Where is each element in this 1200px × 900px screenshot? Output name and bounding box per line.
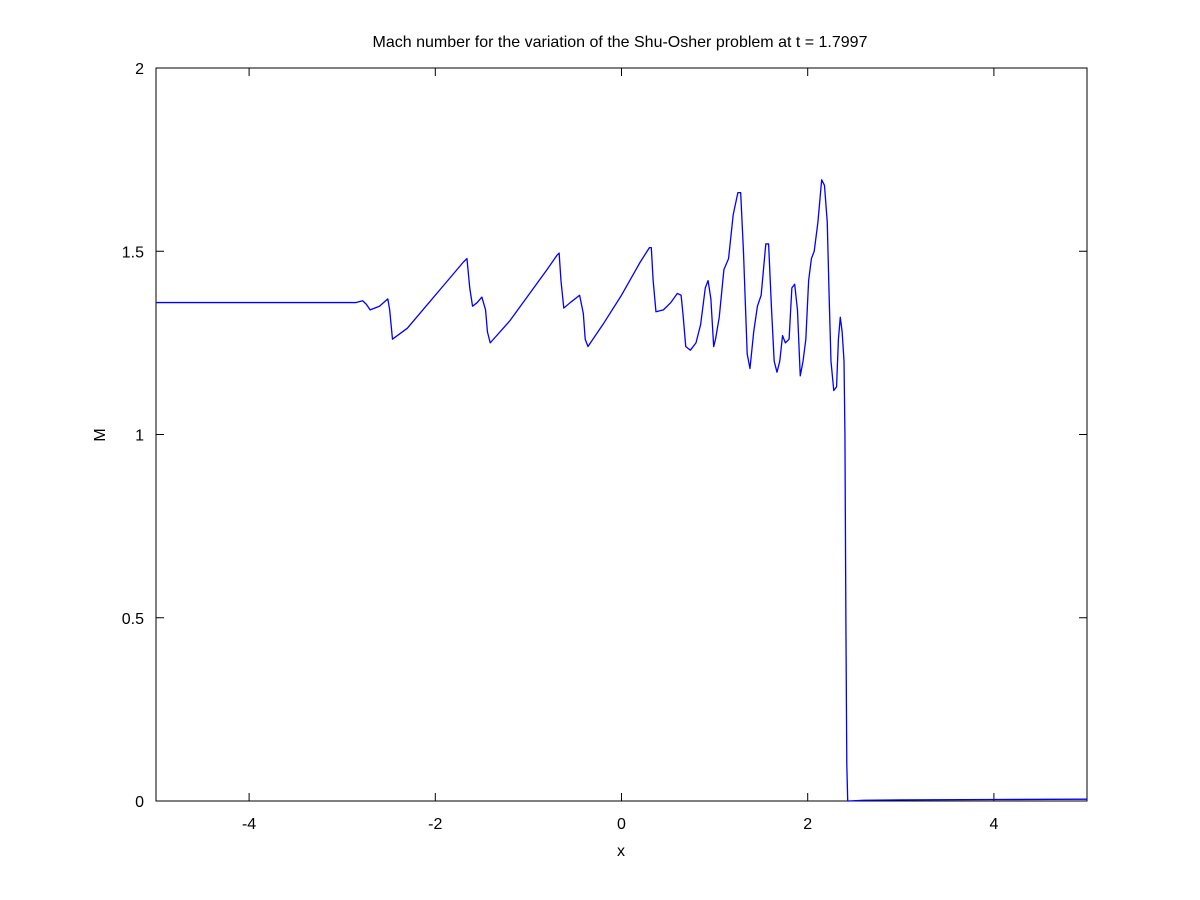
- x-tick-label: 0: [617, 816, 626, 833]
- mach-number-series-line: [156, 179, 1088, 802]
- y-tick-label: 2: [135, 61, 144, 78]
- plot-frame: [155, 67, 1088, 802]
- x-tick-label: -2: [428, 816, 442, 833]
- y-tick-label: 0: [135, 794, 144, 811]
- x-tick-label: -4: [242, 816, 256, 833]
- plot-area: -4 -2 0 2 4 0 0.5 1 1.5 2: [122, 61, 1088, 833]
- x-axis-label: x: [617, 843, 625, 860]
- x-tick-label: 4: [989, 816, 998, 833]
- chart-title: Mach number for the variation of the Shu…: [373, 34, 868, 51]
- axis-ticks: [156, 67, 1087, 802]
- y-tick-label: 1: [135, 428, 144, 445]
- x-tick-label: 2: [803, 816, 812, 833]
- y-tick-label: 0.5: [122, 611, 144, 628]
- axis-tick-labels: -4 -2 0 2 4 0 0.5 1 1.5 2: [122, 61, 999, 833]
- y-tick-label: 1.5: [122, 244, 144, 261]
- y-axis-label: M: [92, 428, 109, 441]
